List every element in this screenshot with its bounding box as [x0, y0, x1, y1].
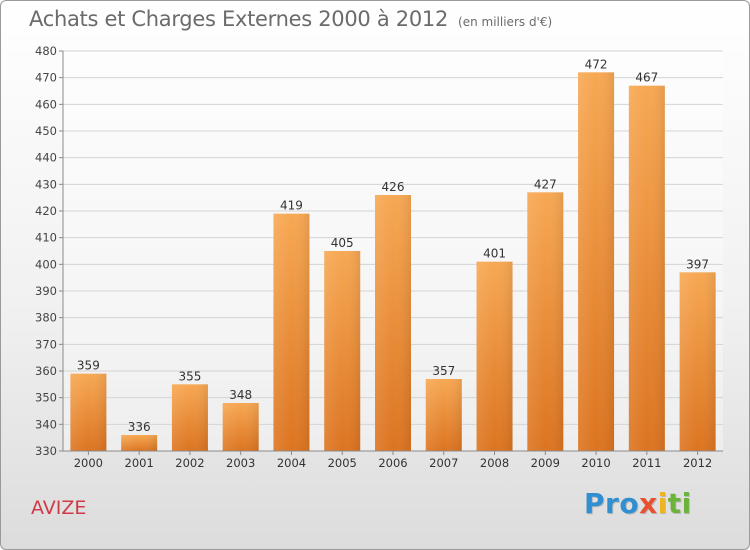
data-label: 336 [128, 420, 151, 434]
bar-shade [375, 195, 411, 451]
x-tick-label: 2007 [429, 456, 458, 470]
data-label: 397 [686, 257, 709, 271]
bar-shade [171, 384, 208, 451]
x-tick-label: 2011 [632, 456, 661, 470]
x-tick-label: 2002 [175, 456, 204, 470]
logo-letter: P [584, 487, 606, 520]
proxiti-logo: Proxiti [584, 487, 692, 520]
data-label: 348 [229, 388, 252, 402]
y-tick-label: 460 [35, 97, 57, 111]
x-tick-label: 2005 [328, 456, 357, 470]
x-tick-label: 2001 [125, 456, 154, 470]
data-label: 359 [77, 359, 100, 373]
logo-letter: t [667, 487, 682, 520]
bar-shade [679, 272, 716, 451]
data-label: 467 [635, 71, 658, 85]
y-tick-label: 390 [35, 284, 57, 298]
bar-shade [527, 192, 564, 452]
bar-shade [628, 85, 665, 452]
data-label: 405 [331, 236, 354, 250]
logo-letter: o [619, 487, 640, 520]
y-tick-label: 440 [35, 151, 57, 165]
bar-shade [121, 435, 158, 451]
data-label: 401 [483, 247, 506, 261]
y-tick-label: 430 [35, 177, 57, 191]
y-tick-label: 340 [35, 417, 57, 431]
x-tick-label: 2010 [581, 456, 610, 470]
bar-shade [425, 379, 462, 451]
y-tick-label: 400 [35, 257, 57, 271]
data-label: 355 [178, 369, 201, 383]
x-tick-label: 2004 [277, 456, 306, 470]
data-label: 472 [585, 57, 608, 71]
data-label: 426 [382, 180, 405, 194]
title-text: Achats et Charges Externes 2000 à 2012 [29, 7, 449, 31]
y-tick-label: 420 [35, 204, 57, 218]
bar-shade [70, 373, 107, 451]
y-tick-label: 480 [35, 44, 57, 58]
chart-title: Achats et Charges Externes 2000 à 2012 (e… [29, 7, 552, 31]
x-tick-label: 2000 [74, 456, 103, 470]
data-label: 427 [534, 177, 557, 191]
data-label: 419 [280, 199, 303, 213]
y-tick-label: 330 [35, 444, 57, 458]
logo-letter: r [605, 487, 620, 520]
logo-letter: i [657, 487, 668, 520]
y-tick-label: 360 [35, 364, 57, 378]
x-tick-label: 2008 [480, 456, 509, 470]
bar-shade [476, 261, 513, 451]
y-tick-label: 470 [35, 71, 57, 85]
y-tick-label: 410 [35, 231, 57, 245]
y-tick-label: 450 [35, 124, 57, 138]
y-tick-label: 350 [35, 391, 57, 405]
logo-letter: i [681, 487, 692, 520]
unit-label: (en milliers d'€) [458, 15, 553, 29]
data-label: 357 [432, 364, 455, 378]
logo-letter: x [639, 487, 658, 520]
x-tick-label: 2003 [226, 456, 255, 470]
y-tick-label: 370 [35, 337, 57, 351]
y-tick-label: 380 [35, 311, 57, 325]
x-tick-label: 2012 [683, 456, 712, 470]
bar-shade [222, 403, 259, 451]
x-tick-label: 2009 [531, 456, 560, 470]
bar-shade [324, 251, 361, 451]
x-tick-label: 2006 [378, 456, 407, 470]
commune-name: AVIZE [31, 497, 87, 519]
bar-shade [578, 72, 615, 451]
bar-shade [273, 213, 310, 451]
